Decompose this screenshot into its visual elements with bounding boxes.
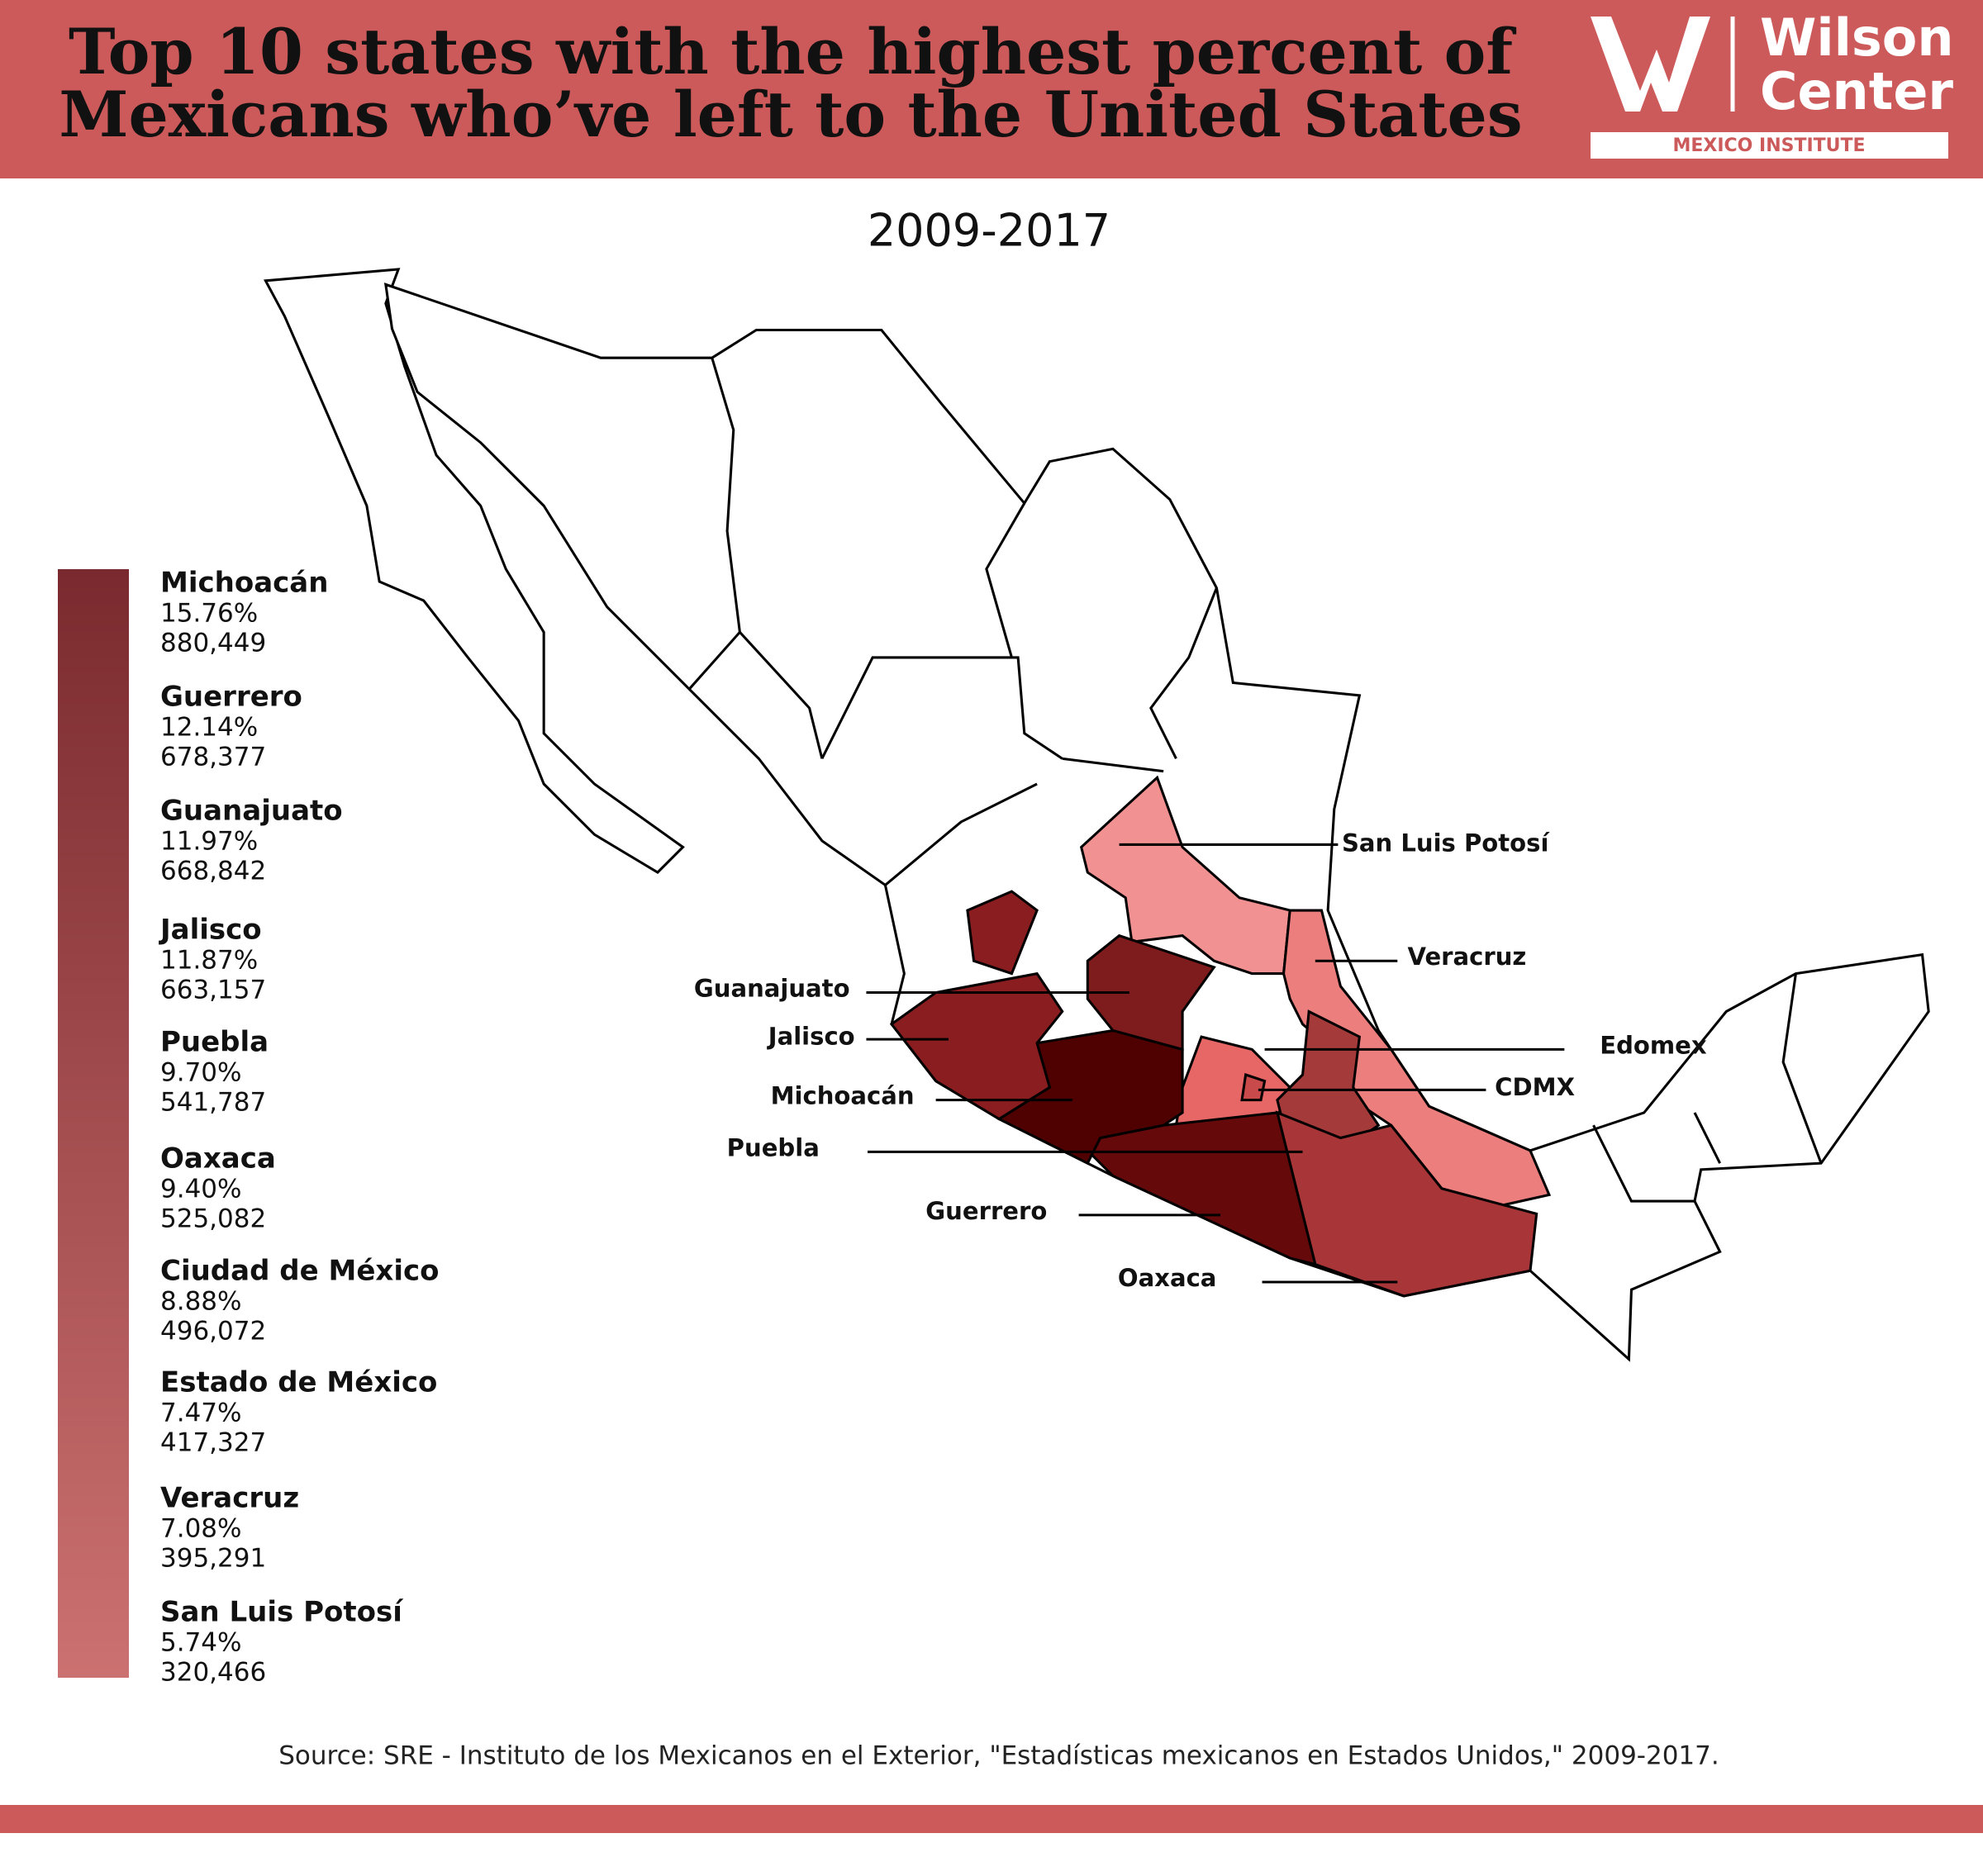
logo-text: Center <box>1760 61 1953 121</box>
state-region <box>966 890 1039 976</box>
legend-count: 395,291 <box>160 1544 266 1574</box>
legend-count: 880,449 <box>160 629 266 658</box>
subtitle: 2009-2017 <box>868 205 1110 257</box>
state-region <box>1240 1072 1267 1102</box>
logo-text: Wilson <box>1760 7 1954 68</box>
map-label: Guerrero <box>925 1197 1047 1225</box>
legend-percent: 5.74% <box>160 1628 241 1658</box>
state-region <box>1079 775 1291 976</box>
map: San Luis Potosí Veracruz Edomex CDMX Pue… <box>263 268 1930 1362</box>
legend-count: 663,157 <box>160 976 266 1005</box>
legend-state: Jalisco <box>159 914 262 947</box>
legend-state: Veracruz <box>160 1482 299 1515</box>
map-label: Michoacán <box>771 1082 915 1110</box>
legend-percent: 11.97% <box>160 827 258 857</box>
map-labels: San Luis Potosí Veracruz Edomex CDMX Pue… <box>694 829 1707 1292</box>
legend-percent: 9.40% <box>160 1175 241 1204</box>
legend-state: San Luis Potosí <box>160 1596 404 1629</box>
map-label: Jalisco <box>767 1023 855 1051</box>
map-label: Oaxaca <box>1118 1264 1217 1292</box>
state-borders <box>688 357 1823 1203</box>
logo: Wilson Center MEXICO INSTITUTE <box>1591 7 1954 159</box>
legend-percent: 11.87% <box>160 946 258 976</box>
footer-band <box>0 1805 1983 1833</box>
legend-state: Oaxaca <box>160 1142 276 1175</box>
title-line: Mexicans who’ve left to the United State… <box>59 78 1522 151</box>
legend-percent: 12.14% <box>160 713 258 743</box>
state-region <box>1086 1111 1317 1266</box>
map-label: San Luis Potosí <box>1342 829 1550 857</box>
legend-percent: 9.70% <box>160 1058 241 1088</box>
legend-count: 525,082 <box>160 1204 266 1234</box>
legend-percent: 7.08% <box>160 1514 241 1544</box>
legend-state: Estado de México <box>160 1366 437 1399</box>
logo-tagline: MEXICO INSTITUTE <box>1672 135 1865 156</box>
legend-percent: 8.88% <box>160 1287 241 1317</box>
title-line: Top 10 states with the highest percent o… <box>69 15 1516 88</box>
legend-count: 496,072 <box>160 1317 266 1346</box>
legend-count: 541,787 <box>160 1088 266 1118</box>
map-label: Edomex <box>1600 1031 1707 1059</box>
legend-state: Ciudad de México <box>160 1255 440 1288</box>
map-label: Veracruz <box>1408 943 1527 971</box>
baja-peninsula <box>263 268 685 875</box>
color-scale <box>58 569 129 1678</box>
legend-state: Guerrero <box>160 681 302 714</box>
logo-mark <box>1591 17 1710 112</box>
state-region <box>889 971 1064 1121</box>
legend-state: Michoacán <box>160 567 328 600</box>
map-label: CDMX <box>1495 1073 1575 1101</box>
map-label: Puebla <box>727 1133 820 1161</box>
legend-count: 668,842 <box>160 857 266 886</box>
legend-count: 678,377 <box>160 743 266 772</box>
legend-count: 320,466 <box>160 1658 266 1688</box>
legend-percent: 15.76% <box>160 599 258 629</box>
logo-tag-box <box>1591 132 1948 159</box>
map-label: Guanajuato <box>694 974 850 1002</box>
legend-percent: 7.47% <box>160 1399 241 1428</box>
legend-state: Puebla <box>160 1026 269 1059</box>
legend-count: 417,327 <box>160 1428 266 1458</box>
legend-state: Guanajuato <box>160 795 343 828</box>
source: Source: SRE - Instituto de los Mexicanos… <box>278 1741 1719 1771</box>
state-region <box>1086 933 1216 1052</box>
